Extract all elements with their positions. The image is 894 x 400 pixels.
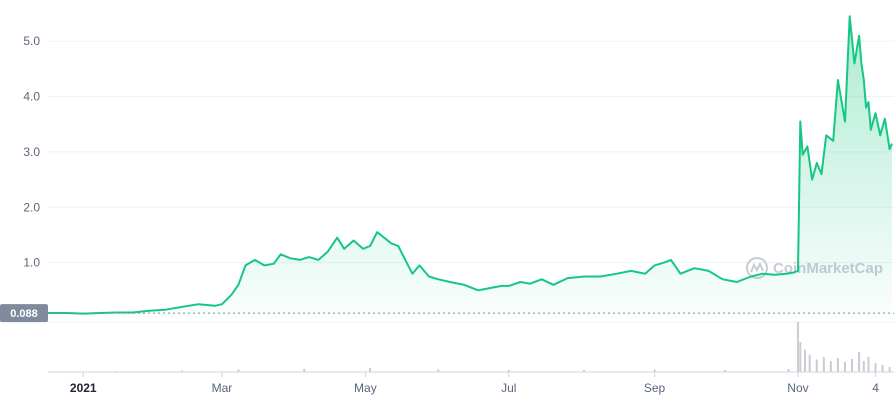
grid-lines bbox=[48, 40, 894, 264]
x-tick-label: 4 bbox=[872, 381, 879, 395]
y-tick-label: 3.0 bbox=[23, 145, 40, 159]
x-tick-label: Mar bbox=[212, 381, 233, 395]
volume-bar bbox=[867, 357, 870, 372]
volume-bar bbox=[881, 365, 884, 372]
y-tick-label: 5.0 bbox=[23, 34, 40, 48]
baseline-badge: 0.088 bbox=[0, 304, 48, 323]
volume-bar bbox=[804, 349, 807, 372]
baseline-label: 0.088 bbox=[10, 308, 38, 320]
volume-bar bbox=[851, 359, 854, 372]
price-line bbox=[48, 15, 893, 315]
volume-bar bbox=[862, 361, 865, 372]
volume-bar bbox=[437, 369, 440, 372]
volume-bar bbox=[815, 359, 818, 372]
volume-bar bbox=[724, 370, 727, 372]
x-tick-label: Sep bbox=[644, 381, 666, 395]
volume-bar bbox=[843, 362, 846, 372]
volume-bar bbox=[858, 352, 861, 372]
volume-bar bbox=[796, 322, 799, 372]
volume-bar bbox=[874, 363, 877, 372]
volume-bars bbox=[115, 322, 891, 372]
volume-bar bbox=[583, 370, 586, 372]
volume-bar bbox=[829, 361, 832, 372]
y-tick-label: 1.0 bbox=[23, 256, 40, 270]
x-tick-label: May bbox=[354, 381, 377, 395]
volume-bar bbox=[787, 369, 790, 372]
y-axis: 1.0 2.0 3.0 4.0 5.0 bbox=[23, 34, 40, 269]
price-area bbox=[48, 16, 892, 319]
y-tick-label: 2.0 bbox=[23, 200, 40, 214]
volume-bar bbox=[369, 368, 372, 372]
volume-bar bbox=[836, 358, 839, 372]
volume-bar bbox=[799, 342, 802, 372]
y-tick-label: 4.0 bbox=[23, 90, 40, 104]
volume-bar bbox=[237, 369, 240, 372]
volume-bar bbox=[507, 370, 510, 372]
x-axis: 2021 Mar May Jul Sep Nov 4 bbox=[70, 372, 879, 395]
volume-bar bbox=[822, 357, 825, 372]
volume-bar bbox=[653, 369, 656, 372]
volume-bar bbox=[888, 367, 891, 372]
volume-bar bbox=[808, 354, 811, 372]
x-tick-label: 2021 bbox=[70, 381, 97, 395]
x-tick-label: Nov bbox=[787, 381, 808, 395]
x-tick-label: Jul bbox=[501, 381, 516, 395]
volume-bar bbox=[181, 370, 184, 372]
volume-bar bbox=[303, 369, 306, 372]
